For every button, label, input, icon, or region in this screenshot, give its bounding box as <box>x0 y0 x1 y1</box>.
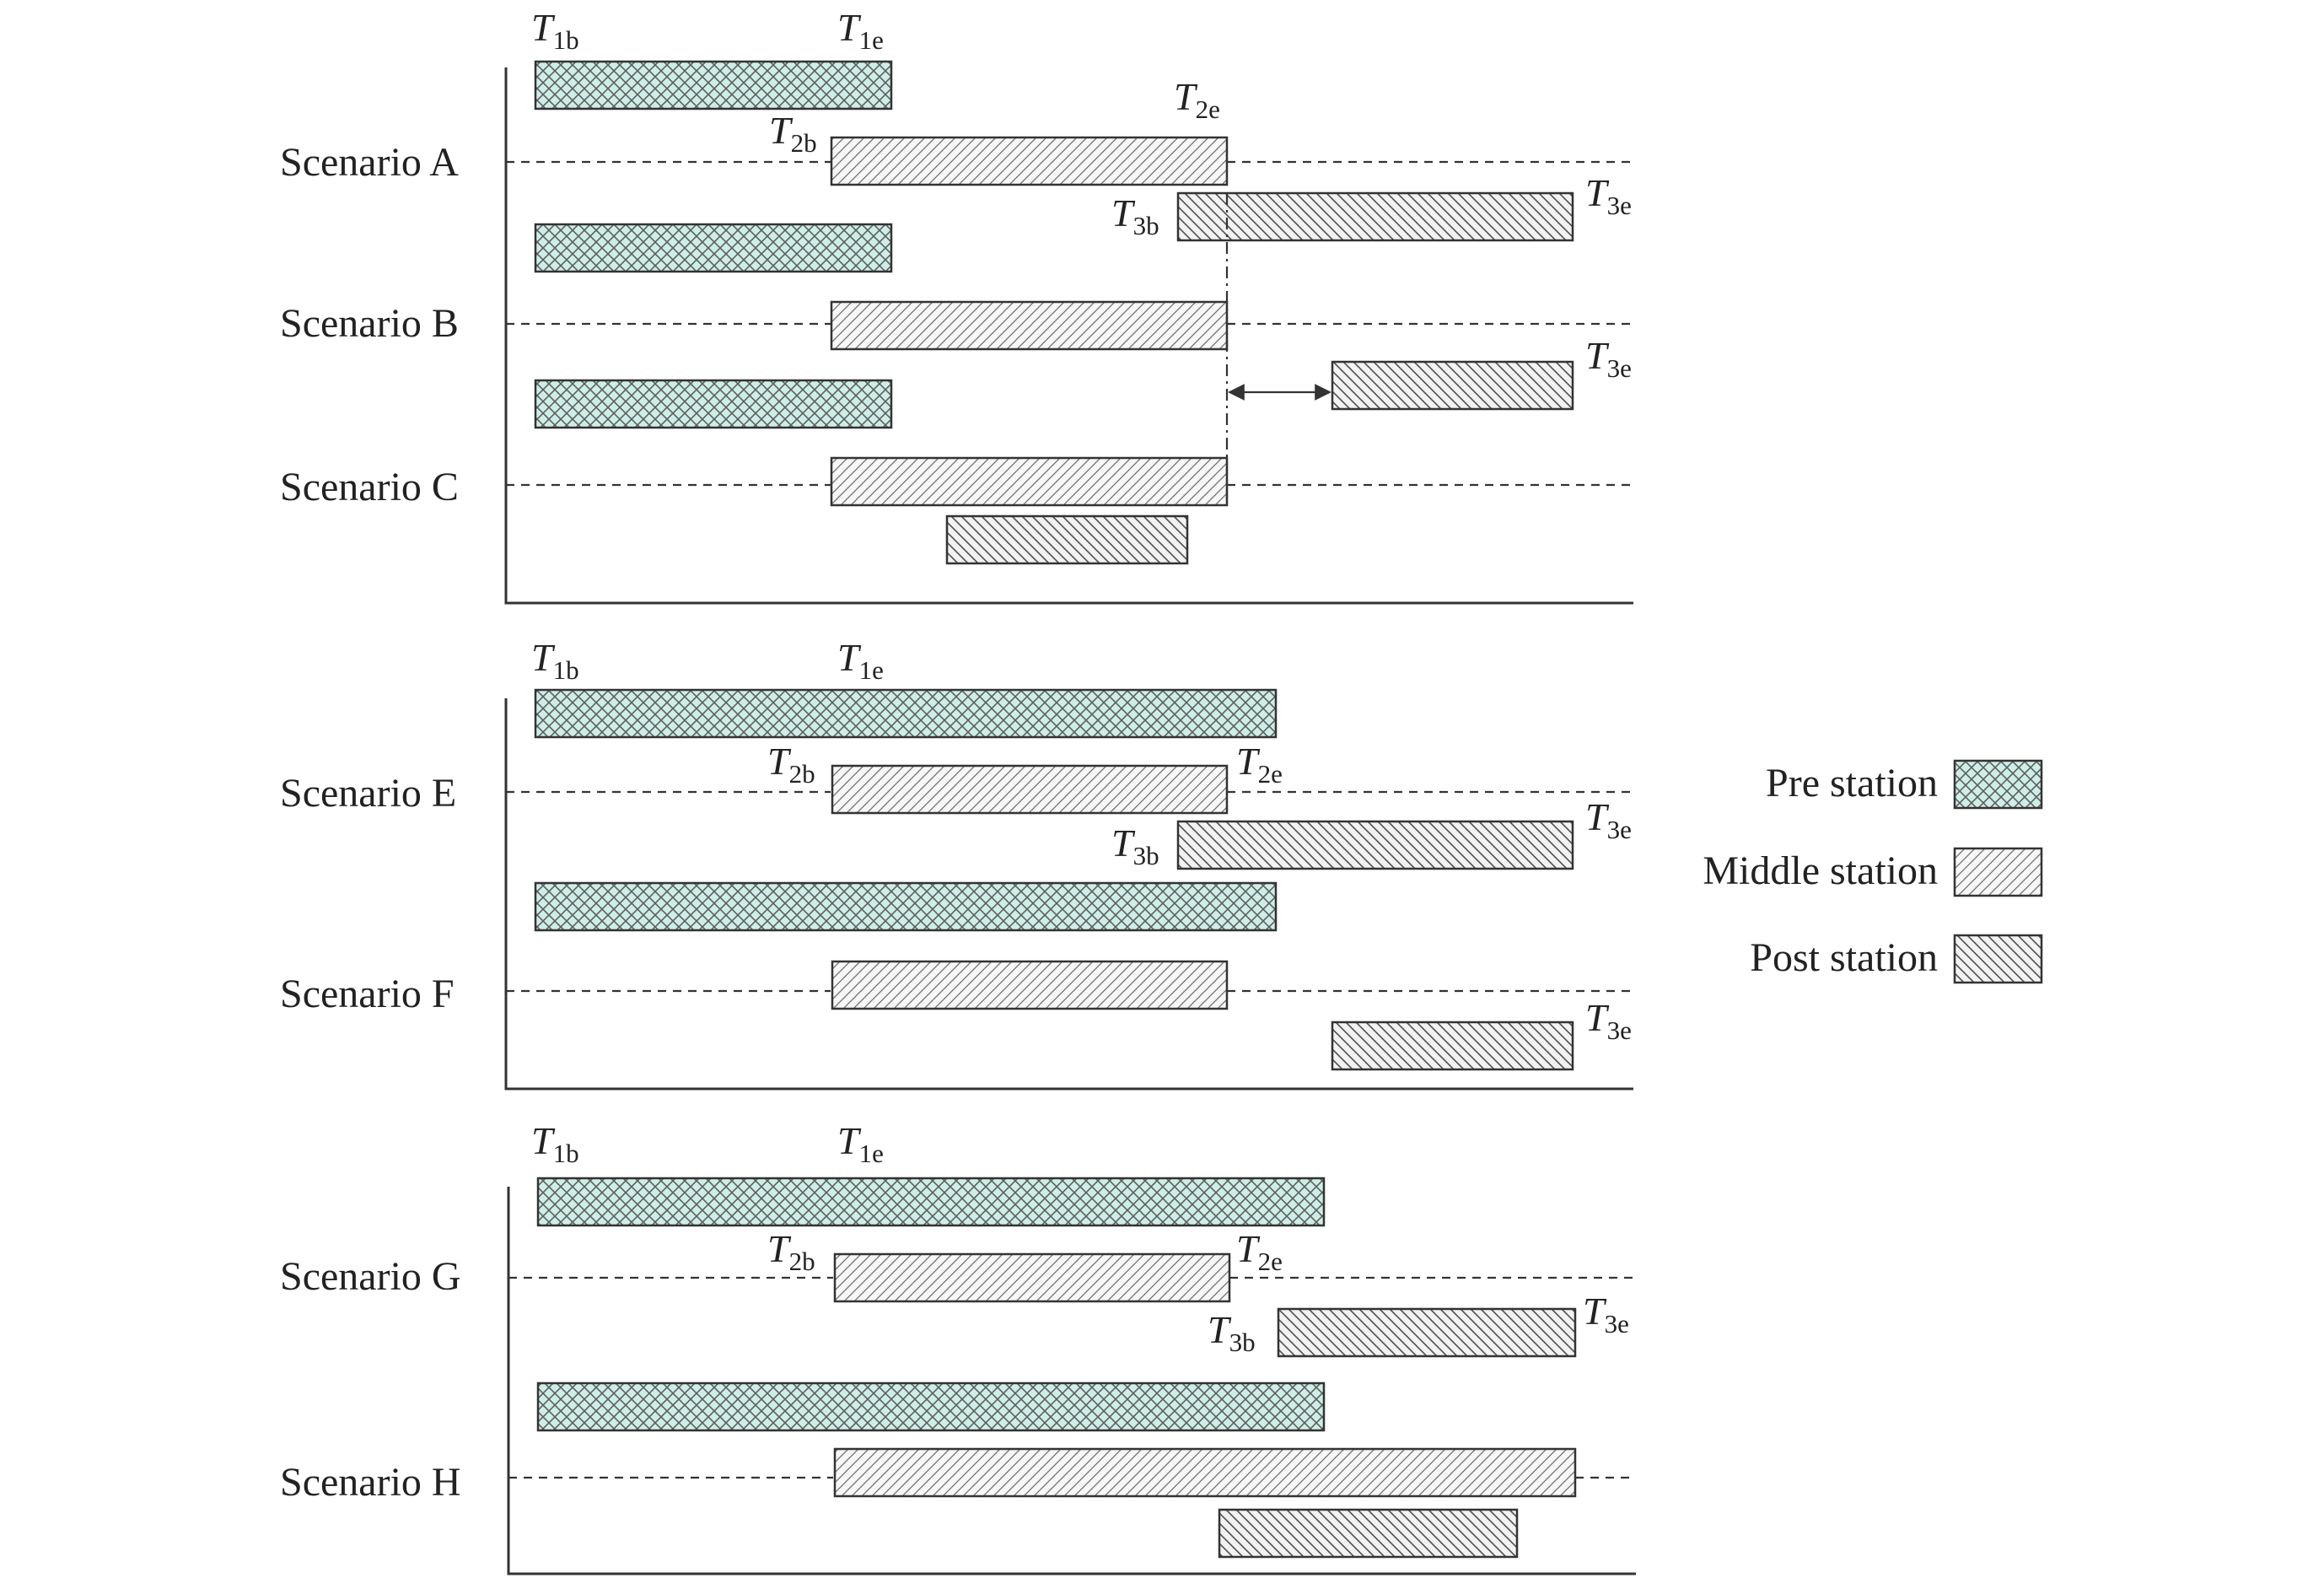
middle-station-bar <box>830 300 1229 351</box>
label-t3b: T3b <box>1208 1308 1256 1357</box>
label-t2e: T2e <box>1236 1227 1283 1276</box>
legend-swatch-middle <box>1953 847 2043 897</box>
middle-station-bar <box>831 764 1229 815</box>
legend-label-post: Post station <box>1750 935 1938 980</box>
label-t1b: T1b <box>531 1119 579 1168</box>
pre-station-bar <box>534 223 893 273</box>
post-station-bar <box>1176 191 1574 242</box>
post-station-bar <box>1331 1021 1574 1071</box>
panel-middle: Scenario E Scenario F T1b T1e T2b T2e T3… <box>280 636 1633 1091</box>
legend-label-middle: Middle station <box>1703 848 1938 893</box>
label-t2e: T2e <box>1236 740 1283 789</box>
pre-station-bar <box>534 881 1278 932</box>
label-t1e: T1e <box>837 1119 884 1168</box>
post-station-bar <box>1176 820 1574 870</box>
scenario-label: Scenario C <box>280 465 459 509</box>
label-t1e: T1e <box>837 636 884 685</box>
label-t3e: T3e <box>1585 996 1632 1045</box>
scenario-label: Scenario F <box>280 972 455 1016</box>
pre-station-bar <box>534 688 1278 739</box>
middle-station-bar <box>830 456 1229 507</box>
label-t1b: T1b <box>531 636 579 685</box>
scenario-label: Scenario B <box>280 301 459 346</box>
label-t2b: T2b <box>769 109 817 158</box>
panel-bottom: Scenario G Scenario H T1b T1e T2b T2e T3… <box>280 1119 1636 1575</box>
legend-swatch-post <box>1953 934 2043 984</box>
label-t3e: T3e <box>1585 795 1632 844</box>
post-station-bar <box>1331 360 1574 411</box>
pre-station-bar <box>534 379 893 429</box>
scenario-label: Scenario E <box>280 771 456 816</box>
label-t3e: T3e <box>1585 334 1632 383</box>
post-station-bar <box>945 514 1189 565</box>
label-t3b: T3b <box>1111 821 1159 870</box>
post-station-bar <box>1218 1508 1519 1559</box>
label-t1b: T1b <box>531 6 579 55</box>
post-station-bar <box>1277 1307 1577 1358</box>
label-t2b: T2b <box>767 1227 815 1276</box>
middle-station-bar <box>830 136 1229 186</box>
label-t3e: T3e <box>1585 171 1632 220</box>
middle-station-bar <box>833 1252 1231 1303</box>
label-t2b: T2b <box>767 740 815 789</box>
panel-top: Scenario A Scenario B Scenario C T1b T1e… <box>280 6 1633 605</box>
label-t3e: T3e <box>1583 1290 1629 1338</box>
middle-station-bar <box>831 960 1229 1010</box>
label-t3b: T3b <box>1111 191 1159 240</box>
legend-swatch-pre <box>1953 759 2043 810</box>
pre-station-bar <box>536 1381 1326 1432</box>
legend-label-pre: Pre station <box>1766 761 1938 805</box>
label-t2e: T2e <box>1174 75 1220 124</box>
pre-station-bar <box>534 60 893 110</box>
panel-top-axes <box>504 67 1633 605</box>
scenario-label: Scenario A <box>280 140 459 185</box>
panel-bottom-axes <box>507 1187 1636 1575</box>
middle-station-bar <box>833 1447 1577 1498</box>
label-t1e: T1e <box>837 6 884 55</box>
pre-station-bar <box>536 1177 1326 1227</box>
scenario-label: Scenario H <box>280 1460 461 1505</box>
panel-middle-axes <box>504 698 1633 1091</box>
scenario-label: Scenario G <box>280 1254 461 1299</box>
legend: Pre station Middle station Post station <box>1703 759 2043 984</box>
